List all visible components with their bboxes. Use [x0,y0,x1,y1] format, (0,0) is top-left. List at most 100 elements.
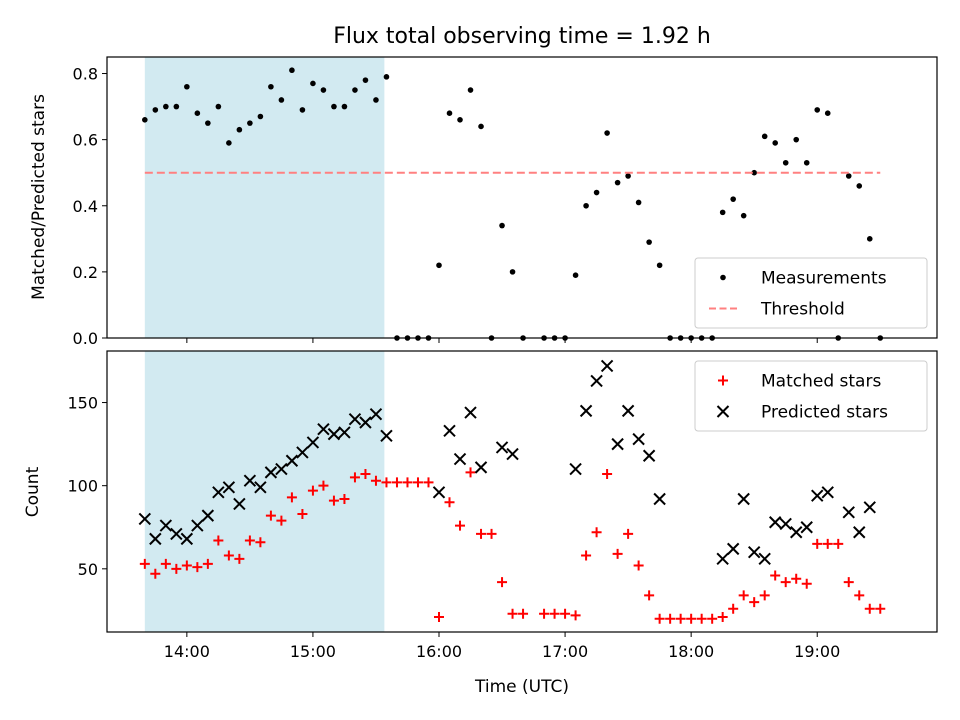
counts-panel: 50 100 150 14:00 15:00 16:00 17:00 18:00 19:00 Ma… [67,350,938,661]
data-point [170,527,183,541]
data-point [275,462,288,476]
data-point [854,590,865,601]
series-matched-stars [139,467,886,624]
data-point [539,608,550,619]
data-point [373,97,379,103]
data-point [824,110,831,116]
data-point [716,552,729,566]
data-point [625,173,631,179]
data-point [202,558,213,569]
data-point [380,429,393,443]
data-point [686,613,697,624]
data-point [213,535,224,546]
data-point [506,447,519,461]
data-point [243,474,257,487]
x-axis-label: Time (UTC) [474,677,569,697]
x-tick-label: 16:00 [416,642,462,661]
data-point [717,612,728,623]
data-point [842,506,855,519]
data-point [800,521,813,534]
data-point [843,577,854,588]
data-point [518,608,529,619]
data-point [341,103,348,110]
data-point [465,467,476,478]
data-point [583,202,589,209]
data-point [772,140,779,146]
data-point [457,117,463,123]
x-tick-label: 15:00 [290,642,336,661]
data-point [181,560,192,571]
data-point [780,577,791,588]
ratio-y-axis-label: Matched/Predicted stars [29,94,49,300]
data-point [644,590,655,601]
data-point [646,239,652,245]
data-point [759,590,770,601]
data-point [803,159,810,166]
data-point [738,590,749,601]
data-point [758,552,771,566]
legend-marker [716,405,730,418]
legend: Matched stars Predicted stars [694,360,928,432]
data-point [348,412,362,426]
data-point [192,562,203,573]
data-point [359,416,372,429]
data-point [675,613,686,624]
data-point [782,159,789,166]
data-point [728,603,739,614]
data-point [569,462,582,476]
data-point [579,404,593,418]
data-point [821,486,834,499]
data-point [289,67,295,74]
data-point [299,107,306,113]
data-point [864,603,875,614]
data-point [602,469,613,480]
data-point [285,454,299,467]
data-point [811,489,824,502]
data-point [349,472,360,483]
x-tick-label: 19:00 [794,642,840,661]
data-point [306,436,320,449]
y-tick-label: 50 [78,560,98,579]
data-point [369,407,383,421]
y-tick-label: 0.8 [73,65,98,84]
legend-box [694,257,928,329]
data-point [254,481,267,494]
data-point [560,608,571,619]
legend-marker [720,274,726,281]
legend-marker [718,375,728,386]
data-point [737,492,750,506]
data-point [226,140,232,146]
data-point [822,538,833,549]
data-point [244,535,255,546]
data-point [180,532,194,546]
data-point [814,107,821,113]
data-point [307,485,318,496]
data-point [549,608,560,619]
data-point [747,545,761,559]
y-tick-label: 100 [67,477,98,496]
data-point [593,189,600,196]
data-point [339,493,350,504]
data-point [328,495,339,506]
data-point [215,103,222,110]
data-point [507,608,518,619]
legend-label: Threshold [760,300,845,320]
data-point [173,103,180,110]
data-point [383,74,390,80]
data-point [726,542,740,556]
data-point [761,133,768,140]
data-point [833,538,844,549]
data-point [486,528,497,539]
data-point [866,236,873,242]
data-point [142,117,148,123]
data-point [223,550,234,561]
data-point [604,130,610,136]
data-point [423,477,434,488]
data-point [412,477,423,488]
data-point [436,262,442,269]
data-point [509,269,516,275]
data-point [611,437,624,451]
data-point [632,432,645,446]
data-point [233,497,246,511]
